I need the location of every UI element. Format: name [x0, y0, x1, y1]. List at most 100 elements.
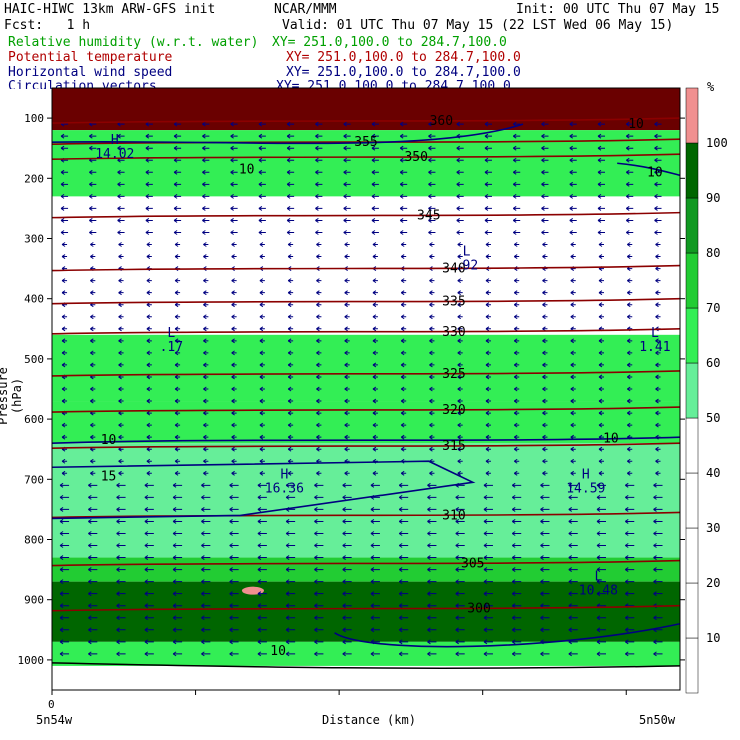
- vector-arrow: [61, 470, 68, 476]
- vector-arrow: [625, 230, 634, 235]
- vector-arrow: [258, 157, 266, 163]
- field-wspd-xy: XY= 251.0,100.0 to 284.7,100.0: [286, 65, 521, 80]
- vector-arrow: [542, 446, 548, 452]
- vector-arrow: [541, 157, 549, 163]
- vector-arrow: [456, 205, 464, 211]
- vector-arrow: [342, 519, 352, 524]
- vector-arrow: [653, 615, 663, 621]
- vector-arrow: [60, 181, 69, 187]
- vector-arrow: [285, 591, 296, 597]
- colorbar-swatch: [685, 252, 699, 309]
- vector-arrow: [511, 627, 522, 633]
- vector-arrow: [371, 157, 379, 163]
- vector-arrow: [457, 254, 463, 259]
- vector-arrow: [542, 374, 548, 380]
- vector-arrow: [570, 278, 576, 284]
- vector-arrow: [596, 555, 606, 560]
- vector-arrow: [570, 314, 576, 320]
- vector-arrow: [314, 603, 324, 609]
- vector-arrow: [625, 157, 634, 163]
- extremum-value: 14.02: [95, 147, 134, 162]
- vector-arrow: [399, 169, 408, 175]
- vector-arrow: [428, 157, 436, 163]
- vector-arrow: [370, 651, 380, 657]
- vector-arrow: [625, 193, 634, 199]
- theta-label: 305: [461, 557, 484, 572]
- extremum-symbol: L: [594, 570, 602, 585]
- vector-arrow: [287, 434, 294, 440]
- vector-arrow: [257, 567, 267, 573]
- colorbar-swatch: [685, 582, 699, 639]
- x-tick-0: 0: [48, 698, 55, 711]
- vector-arrow: [231, 446, 237, 452]
- vector-arrow: [202, 121, 210, 127]
- vector-arrow: [542, 254, 548, 259]
- vector-arrow: [90, 386, 96, 392]
- vector-arrow: [117, 205, 125, 211]
- vector-arrow: [203, 350, 209, 356]
- vector-arrow: [172, 482, 183, 488]
- vector-arrow: [146, 254, 152, 259]
- vector-arrow: [483, 603, 493, 609]
- vector-arrow: [59, 603, 70, 609]
- axes: 100 200 300 400 500 600 700 800 900 1000: [18, 87, 685, 695]
- vector-arrow: [598, 398, 604, 404]
- vector-arrow: [259, 314, 265, 320]
- vector-arrow: [201, 506, 211, 512]
- vector-arrow: [229, 531, 239, 536]
- vector-arrow: [315, 157, 323, 163]
- vector-arrow: [201, 543, 211, 548]
- vector-arrow: [203, 434, 209, 440]
- vector-arrow: [286, 181, 295, 187]
- vector-arrow: [455, 567, 465, 573]
- vector-arrow: [90, 326, 96, 332]
- vector-arrow: [344, 314, 350, 320]
- vector-arrow: [485, 326, 491, 332]
- vector-arrow: [316, 290, 322, 296]
- vector-arrow: [398, 531, 409, 536]
- vector-arrow: [117, 169, 125, 175]
- vector-arrow: [316, 446, 322, 452]
- vector-arrow: [173, 193, 182, 199]
- vector-arrow: [316, 302, 322, 308]
- vector-arrow: [118, 458, 124, 464]
- vector-arrow: [655, 278, 661, 284]
- vector-arrow: [257, 482, 267, 488]
- vector-arrow: [203, 242, 209, 247]
- vector-arrow: [59, 591, 70, 597]
- vector-arrow: [370, 506, 380, 512]
- vector-arrow: [484, 181, 492, 187]
- vector-arrow: [653, 543, 663, 548]
- vector-arrow: [371, 169, 379, 175]
- vector-arrow: [259, 434, 265, 440]
- vector-arrow: [144, 579, 154, 585]
- vector-arrow: [203, 422, 209, 428]
- vector-arrow: [315, 121, 323, 127]
- rh-band-3: [52, 443, 680, 558]
- vector-arrow: [316, 314, 322, 320]
- vector-arrow: [203, 386, 209, 392]
- vector-arrow: [172, 591, 183, 597]
- vector-arrow: [596, 506, 606, 512]
- vector-arrow: [655, 266, 661, 272]
- vector-arrow: [285, 482, 296, 488]
- vector-arrow: [231, 398, 237, 404]
- vector-arrow: [429, 410, 435, 416]
- vector-arrow: [597, 218, 605, 223]
- vector-arrow: [427, 506, 437, 512]
- vector-arrow: [201, 482, 211, 488]
- vector-arrow: [257, 627, 267, 633]
- vector-arrow: [512, 157, 521, 163]
- vector-arrow: [654, 133, 662, 139]
- vector-arrow: [314, 615, 324, 621]
- vector-arrow: [144, 627, 154, 633]
- vector-arrow: [285, 639, 296, 645]
- vector-arrow: [485, 458, 491, 464]
- vector-arrow: [598, 458, 604, 464]
- vector-arrow: [314, 627, 324, 633]
- vector-arrow: [61, 386, 68, 392]
- vector-arrow: [316, 374, 322, 380]
- y-tick-label: 300: [24, 233, 44, 246]
- vector-arrow: [146, 386, 152, 392]
- vector-arrow: [258, 230, 266, 235]
